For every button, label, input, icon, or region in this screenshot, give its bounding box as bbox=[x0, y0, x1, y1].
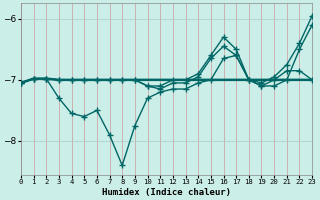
X-axis label: Humidex (Indice chaleur): Humidex (Indice chaleur) bbox=[102, 188, 231, 197]
